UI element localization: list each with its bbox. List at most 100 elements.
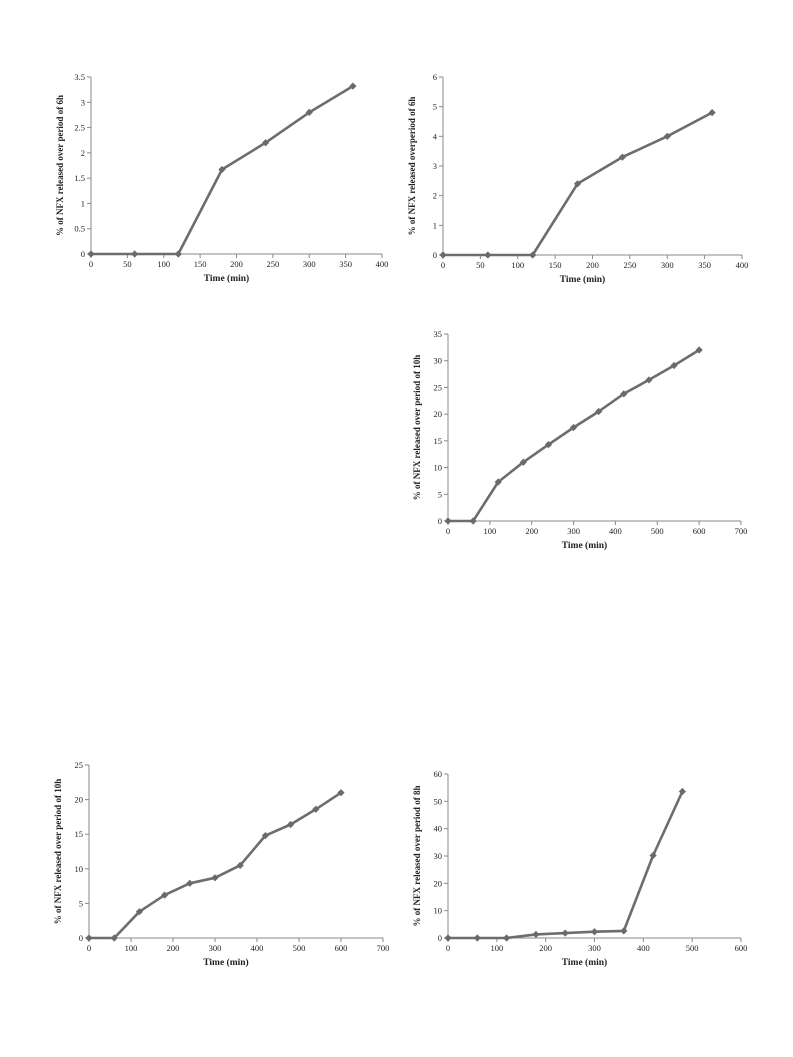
data-point xyxy=(135,908,143,916)
chart-1: 0 0.5 1 1.5 2 2.5 3 3.5 0 50 100 150 200 250 300 350 400… xyxy=(55,72,388,284)
y-tick-label: 3 xyxy=(81,97,85,107)
x-tick-label: 300 xyxy=(661,260,674,270)
x-tick-label: 50 xyxy=(476,260,485,270)
x-tick-label: 250 xyxy=(267,259,280,269)
x-tick-label: 0 xyxy=(446,526,450,536)
data-point xyxy=(469,517,477,525)
y-tick-label: 4 xyxy=(433,131,438,141)
y-tick-label: 1.5 xyxy=(74,173,85,183)
x-axis-label: Time (min) xyxy=(203,957,248,968)
x-tick-label: 200 xyxy=(586,260,599,270)
x-tick-label: 150 xyxy=(194,259,207,269)
x-axis-label: Time (min) xyxy=(562,540,607,551)
x-tick-label: 700 xyxy=(377,943,390,953)
x-axis-label: Time (min) xyxy=(560,274,605,285)
x-tick-label: 0 xyxy=(446,943,450,953)
data-point xyxy=(595,407,603,416)
x-tick-label: 350 xyxy=(339,259,352,269)
y-tick-label: 30 xyxy=(434,356,443,366)
x-tick-label: 600 xyxy=(335,943,348,953)
data-point xyxy=(519,458,527,466)
x-tick-label: 400 xyxy=(637,943,650,953)
x-tick-label: 400 xyxy=(736,260,749,270)
data-point xyxy=(573,180,582,188)
x-tick-label: 500 xyxy=(686,943,699,953)
data-point xyxy=(649,851,657,860)
y-tick-label: 35 xyxy=(434,329,443,339)
y-tick-label: 0 xyxy=(81,249,85,259)
data-point xyxy=(494,478,502,486)
x-tick-label: 600 xyxy=(693,526,706,536)
y-tick-label: 0 xyxy=(438,933,442,943)
y-tick-label: 50 xyxy=(434,796,443,806)
data-point xyxy=(529,251,537,259)
data-point xyxy=(287,820,295,829)
x-tick-label: 200 xyxy=(525,526,538,536)
x-tick-label: 500 xyxy=(651,526,664,536)
x-tick-label: 100 xyxy=(125,943,138,953)
x-tick-label: 100 xyxy=(490,943,503,953)
data-point xyxy=(218,165,226,174)
x-tick-label: 0 xyxy=(89,259,93,269)
x-tick-label: 100 xyxy=(511,260,524,270)
y-tick-label: 2.5 xyxy=(74,123,85,133)
y-tick-label: 5 xyxy=(433,102,437,112)
data-point xyxy=(439,251,447,259)
y-tick-label: 20 xyxy=(75,795,84,805)
series-line xyxy=(89,791,342,940)
data-point xyxy=(561,929,569,937)
y-axis-label: % of NFX released over period of 8h xyxy=(412,786,422,927)
data-point xyxy=(161,891,169,899)
x-tick-label: 300 xyxy=(303,259,316,269)
y-axis-label: % of NFX released over period of 10h xyxy=(53,779,63,924)
data-point xyxy=(262,139,270,147)
data-point xyxy=(708,109,716,117)
data-point xyxy=(670,361,678,370)
x-tick-label: 300 xyxy=(567,526,580,536)
x-tick-label: 350 xyxy=(698,260,711,270)
y-tick-label: 5 xyxy=(438,489,442,499)
y-tick-label: 25 xyxy=(75,760,84,770)
x-tick-label: 0 xyxy=(441,260,445,270)
x-tick-label: 100 xyxy=(157,259,170,269)
data-point xyxy=(87,250,95,258)
data-point xyxy=(236,861,244,869)
x-axis-label: Time (min) xyxy=(562,957,607,968)
series-line xyxy=(448,348,700,523)
data-point xyxy=(473,934,481,942)
y-tick-label: 3 xyxy=(433,161,437,171)
y-tick-label: 10 xyxy=(75,864,84,874)
y-tick-label: 0 xyxy=(433,250,437,260)
y-tick-label: 60 xyxy=(434,769,443,779)
data-point xyxy=(444,934,452,942)
x-tick-label: 300 xyxy=(588,943,601,953)
y-axis-label: % of NFX released over period of 6h xyxy=(55,95,65,236)
x-axis-label: Time (min) xyxy=(204,273,249,284)
y-tick-label: 6 xyxy=(433,72,437,82)
y-axis-label: % of NFX released over period of 10h xyxy=(412,355,422,500)
data-point xyxy=(484,251,492,259)
x-tick-label: 700 xyxy=(735,526,748,536)
x-tick-label: 250 xyxy=(624,260,637,270)
y-tick-label: 40 xyxy=(434,824,443,834)
x-tick-label: 200 xyxy=(230,259,243,269)
y-tick-label: 0.5 xyxy=(74,224,85,234)
data-point xyxy=(645,376,653,384)
y-tick-label: 1 xyxy=(81,198,85,208)
y-tick-label: 20 xyxy=(434,409,443,419)
data-point xyxy=(444,517,452,525)
y-tick-label: 0 xyxy=(79,933,83,943)
data-point xyxy=(620,927,628,935)
y-tick-label: 0 xyxy=(438,516,442,526)
data-point xyxy=(544,440,553,449)
data-point xyxy=(305,108,313,116)
y-tick-label: 2 xyxy=(433,191,437,201)
data-point xyxy=(211,874,219,882)
data-point xyxy=(663,132,671,140)
x-tick-label: 0 xyxy=(87,943,91,953)
y-tick-label: 1 xyxy=(433,220,437,230)
y-axis-label: % of NFX released overperiod of 6h xyxy=(407,97,417,236)
y-tick-label: 15 xyxy=(75,829,84,839)
